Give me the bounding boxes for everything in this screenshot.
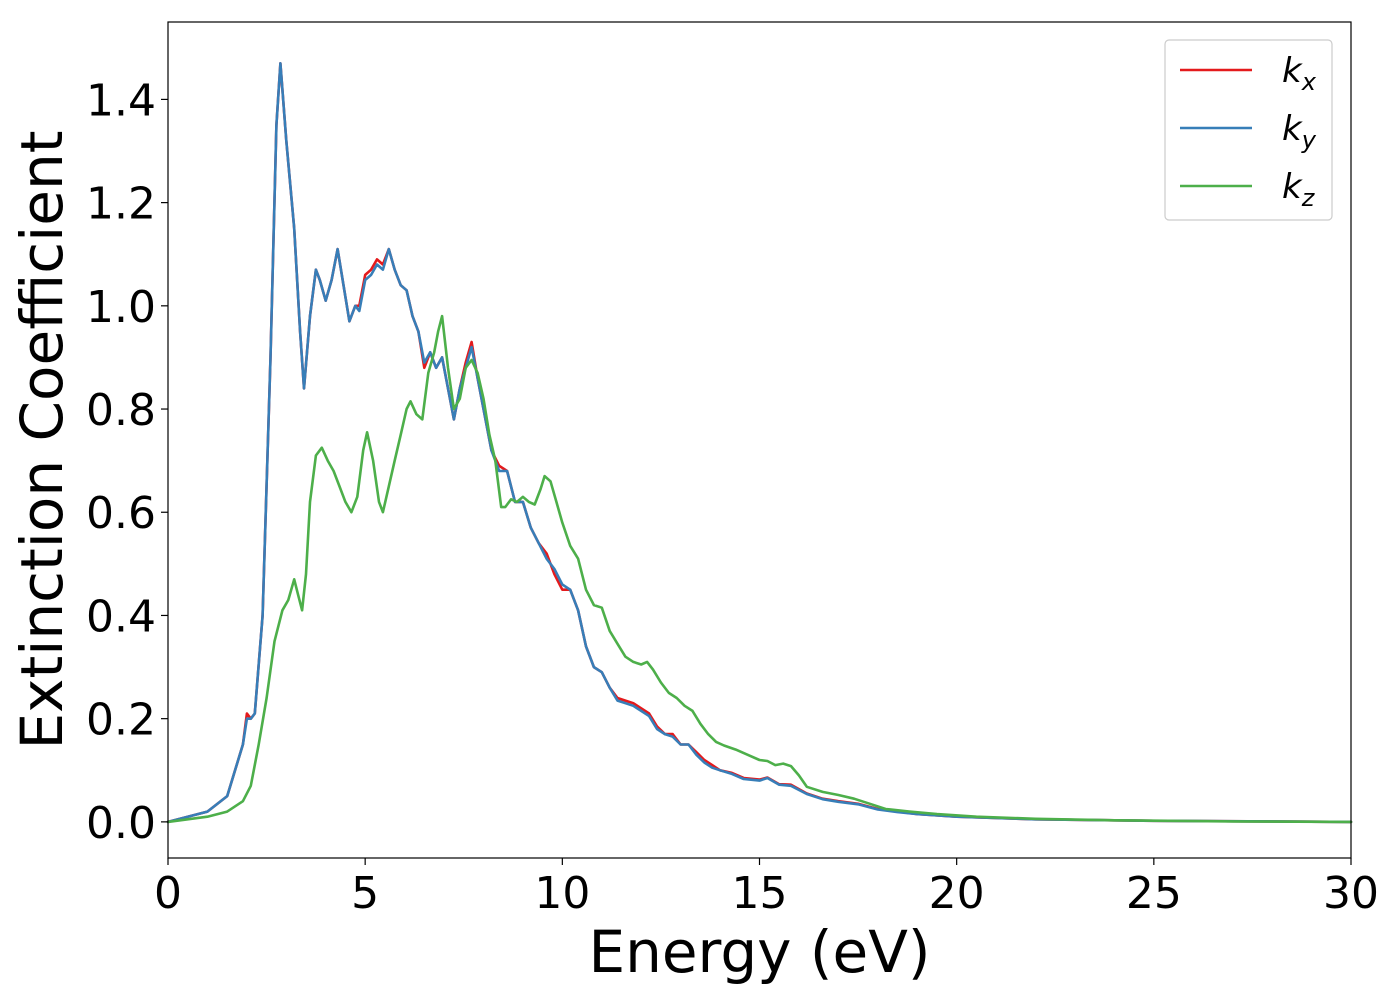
y-axis-label: Extinction Coefficient bbox=[8, 131, 76, 750]
series-line-kz bbox=[166, 314, 1353, 824]
y-tick-label: 0.0 bbox=[86, 798, 156, 849]
legend-label-kz: kz bbox=[1282, 167, 1316, 212]
series-layer bbox=[166, 62, 1353, 824]
legend: kx ky kz bbox=[1164, 39, 1333, 221]
x-tick-label: 20 bbox=[929, 868, 985, 919]
legend-box bbox=[1164, 39, 1333, 221]
legend-label-kx: kx bbox=[1282, 51, 1317, 96]
y-tick-label: 0.2 bbox=[86, 695, 156, 746]
x-tick-label: 10 bbox=[534, 868, 590, 919]
y-tick-label: 1.4 bbox=[86, 75, 156, 126]
y-tick-label: 0.4 bbox=[86, 591, 156, 642]
x-axis-label: Energy (eV) bbox=[588, 918, 930, 986]
legend-label-ky: ky bbox=[1282, 109, 1317, 154]
x-tick-label: 15 bbox=[732, 868, 788, 919]
x-tick-label: 25 bbox=[1126, 868, 1182, 919]
x-tick-label: 30 bbox=[1323, 868, 1379, 919]
y-tick-label: 1.0 bbox=[86, 282, 156, 333]
y-tick-label: 0.8 bbox=[86, 385, 156, 436]
y-tick-label: 1.2 bbox=[86, 179, 156, 230]
y-tick-label: 0.6 bbox=[86, 488, 156, 539]
x-tick-label: 5 bbox=[351, 868, 379, 919]
x-tick-label: 0 bbox=[154, 868, 182, 919]
ticks-layer: 0 5 10 15 20 25 30 0.0 0.2 0.4 0.6 0.8 1.0 1.2 1.4 bbox=[86, 75, 1379, 919]
